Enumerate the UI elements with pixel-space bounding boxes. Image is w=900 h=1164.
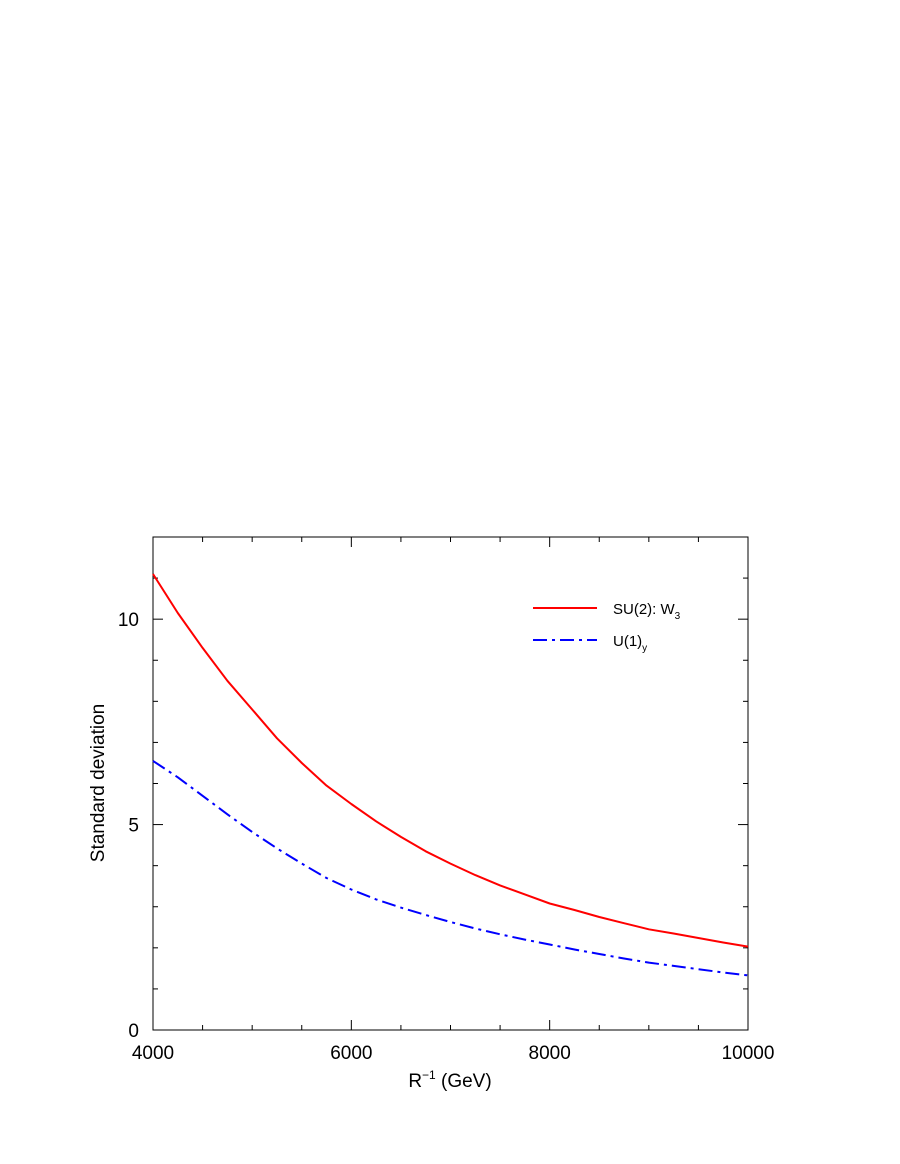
y-axis-label: Standard deviation [88, 704, 109, 862]
y-tick-label: 10 [118, 610, 139, 631]
x-tick-label: 8000 [529, 1043, 571, 1064]
series-line-su2 [152, 573, 749, 948]
x-axis-label: R−1 (GeV) [408, 1068, 491, 1092]
legend-label-su2: SU(2): W3 [613, 601, 681, 622]
x-tick-label: 6000 [330, 1043, 372, 1064]
series-lines [152, 573, 749, 977]
x-tick-label: 4000 [132, 1043, 174, 1064]
major-ticks [152, 537, 749, 1031]
y-tick-label: 5 [128, 816, 139, 837]
legend-label-u1: U(1)y [613, 633, 647, 654]
series-line-u1 [152, 760, 749, 977]
x-tick-labels: 4000 6000 8000 10000 [132, 1043, 775, 1064]
legend: SU(2): W3 U(1)y [533, 601, 681, 654]
minor-ticks [153, 536, 748, 1030]
y-tick-labels: 0 5 10 [118, 610, 139, 1042]
x-tick-label: 10000 [722, 1043, 775, 1064]
y-tick-label: 0 [128, 1021, 139, 1042]
